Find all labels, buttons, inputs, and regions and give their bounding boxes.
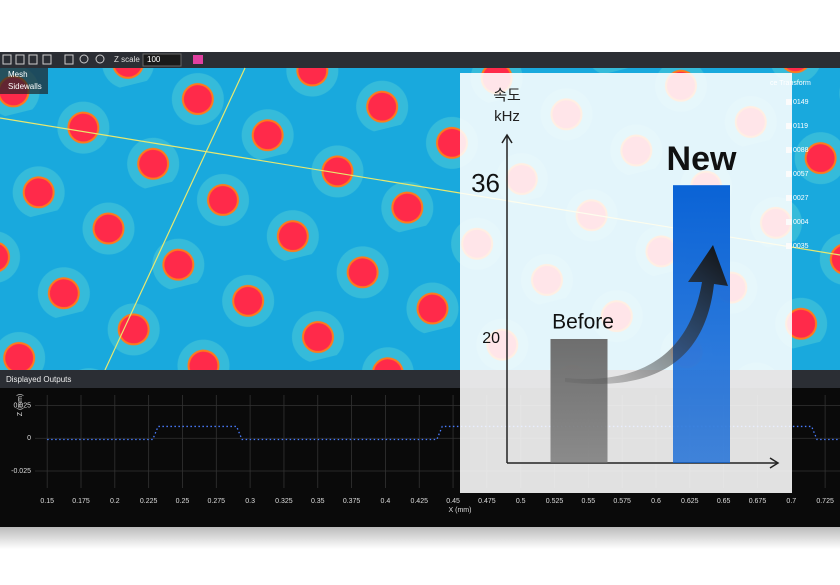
profile-line [47,425,840,441]
x-tick-label: 0.7 [786,498,796,505]
layers-panel [0,68,48,94]
growth-arrow [565,245,728,384]
colormap-button[interactable] [193,55,203,64]
bar [550,338,608,463]
x-tick-label: 0.625 [681,498,699,505]
toolbar-label: Z scale [114,55,140,64]
speed-chart: 속도 kHz 20 36 Before New [471,87,780,469]
toolbar [0,52,840,68]
x-tick-label: 0.475 [478,498,496,505]
panel-title: Displayed Outputs [6,375,71,384]
x-tick-label: 0.175 [72,498,90,505]
overlay-panel [460,73,792,493]
x-tick-label: 0.225 [140,498,158,505]
x-tick-label: 0.45 [446,498,460,505]
x-tick-label: 0.4 [381,498,391,505]
layer-item[interactable]: Sidewalls [8,82,42,91]
x-tick-label: 0.55 [582,498,596,505]
y-axis-label: Z (mm) [17,394,24,417]
legend-value: 0004 [793,219,809,226]
toolbar-value: 100 [147,55,161,64]
y-axis-label: 속도 [493,87,521,104]
x-tick-label: 0.675 [749,498,767,505]
bar-category-label: New [667,140,737,178]
x-tick-label: 0.325 [275,498,293,505]
x-tick-label: 0.25 [176,498,190,505]
y-tick-label: 20 [482,330,500,347]
y-tick-label: -0.025 [11,468,31,475]
legend-value: 0027 [793,195,809,202]
x-tick-label: 0.725 [816,498,834,505]
zscale-input[interactable] [142,53,182,67]
legend-value: 0119 [793,123,808,130]
legend-value: 0035 [793,243,809,250]
y-tick-label: 0.025 [13,402,31,409]
x-tick-label: 0.2 [110,498,120,505]
legend-value: 0149 [793,99,809,106]
y-tick-label: 0 [27,435,31,442]
bar-category-label: Before [552,311,614,334]
shadow [0,527,840,549]
x-tick-label: 0.375 [343,498,361,505]
x-tick-label: 0.15 [40,498,54,505]
x-tick-label: 0.275 [208,498,226,505]
layer-item[interactable]: Mesh [8,70,28,79]
legend-value: 0057 [793,171,809,178]
legend-value: 0088 [793,147,809,154]
y-tick-label: 36 [471,168,500,198]
x-tick-label: 0.65 [717,498,731,505]
x-tick-label: 0.6 [651,498,661,505]
x-tick-label: 0.525 [546,498,564,505]
x-tick-label: 0.35 [311,498,325,505]
x-tick-label: 0.5 [516,498,526,505]
x-axis-label: X (mm) [449,507,472,514]
toolbar-icons [2,54,105,65]
y-axis-unit: kHz [494,108,520,125]
x-tick-label: 0.3 [245,498,255,505]
x-tick-label: 0.575 [613,498,631,505]
x-tick-label: 0.425 [410,498,428,505]
